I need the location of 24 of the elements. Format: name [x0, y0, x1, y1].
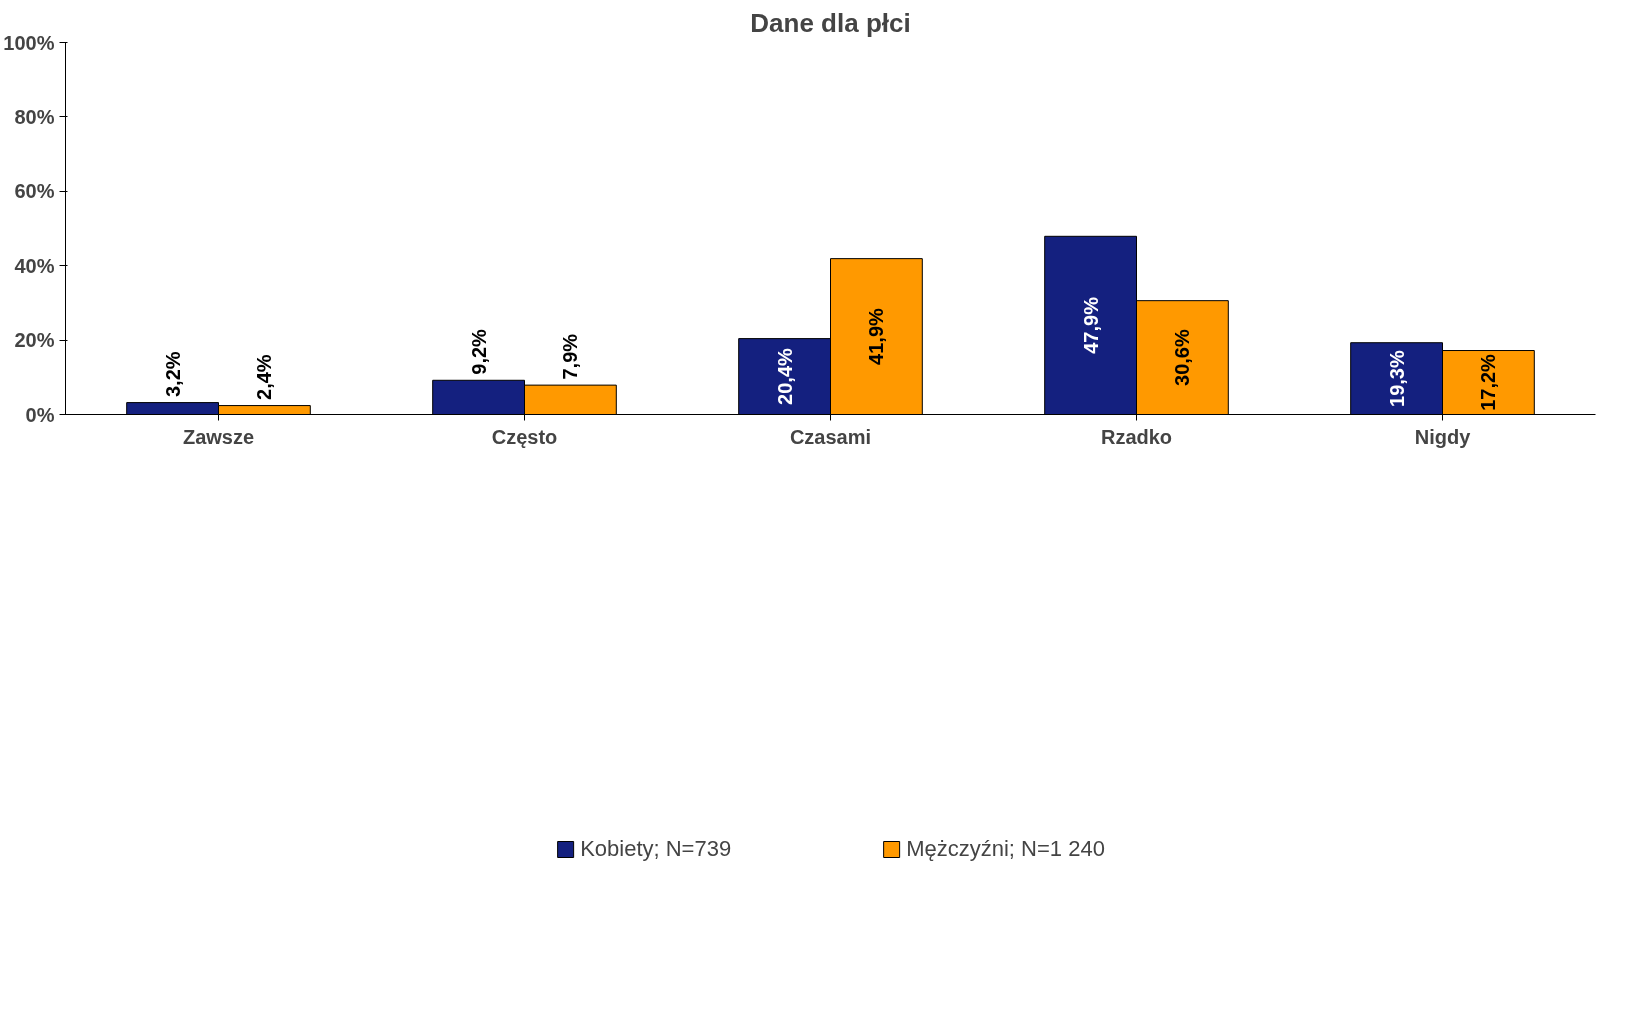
legend-label: Mężczyźni; N=1 240: [906, 835, 1105, 862]
data-label: 19,3%: [1385, 350, 1408, 407]
data-label: 17,2%: [1477, 353, 1500, 411]
y-tick-label: 40%: [14, 254, 55, 277]
data-label: 2,4%: [253, 354, 276, 400]
data-label: 9,2%: [467, 328, 490, 375]
data-label: 3,2%: [161, 351, 184, 398]
data-label: 47,9%: [1079, 296, 1102, 354]
y-tick-label: 60%: [14, 180, 55, 203]
x-tick-label: Zawsze: [182, 425, 255, 448]
x-tick-label: Nigdy: [1414, 425, 1472, 448]
data-label: 30,6%: [1171, 329, 1194, 386]
data-label: 7,9%: [559, 333, 582, 380]
x-tick-label: Czasami: [789, 425, 872, 448]
x-tick-label: Często: [491, 425, 558, 448]
y-tick-label: 20%: [14, 329, 55, 352]
data-label: 41,9%: [865, 307, 888, 365]
data-label: 20,4%: [773, 347, 796, 405]
y-tick-label: 0%: [25, 403, 55, 426]
x-tick-label: Rzadko: [1100, 425, 1173, 448]
legend-label: Kobiety; N=739: [580, 835, 732, 862]
y-tick-label: 80%: [14, 105, 55, 128]
chart-title: Dane dla płci: [750, 7, 911, 38]
y-tick-label: 100%: [3, 31, 55, 54]
